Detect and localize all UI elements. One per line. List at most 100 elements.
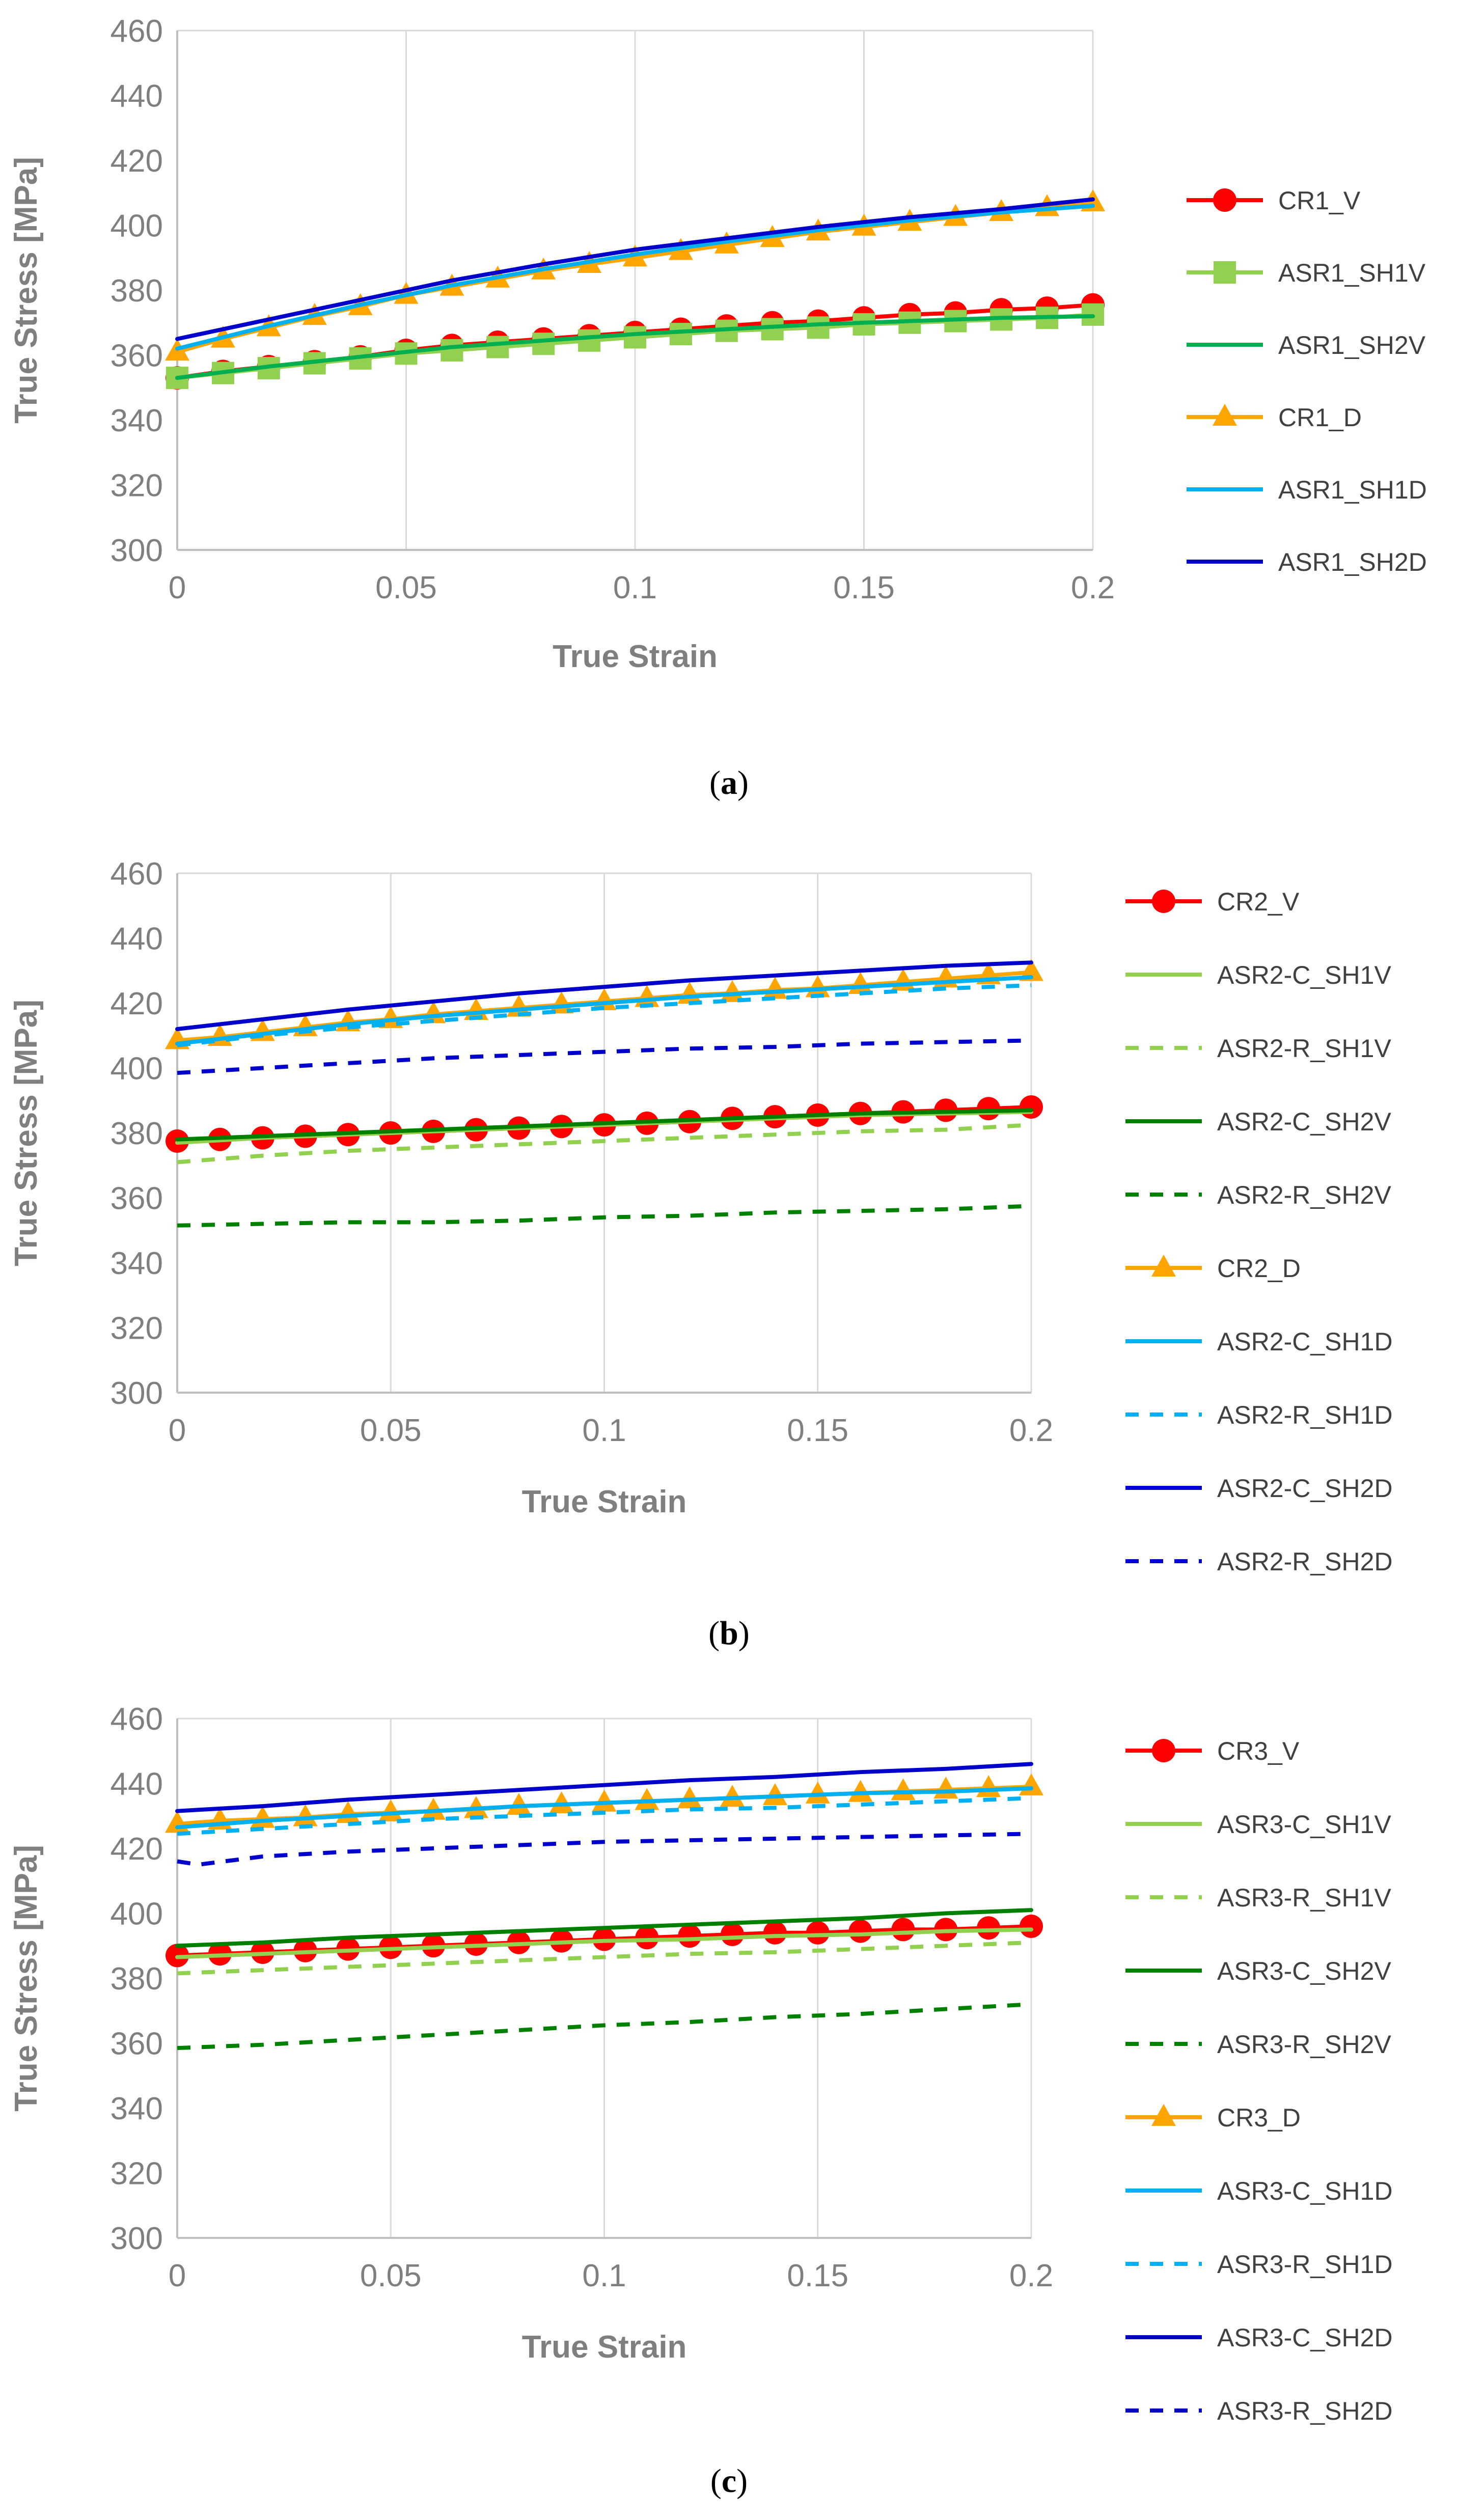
data-point (506, 1793, 531, 1815)
y-tick-label: 380 (111, 1961, 163, 1997)
legend-label: ASR1_SH2D (1278, 548, 1427, 576)
x-tick-label: 0.15 (787, 1413, 848, 1448)
legend-label: ASR1_SH1V (1278, 259, 1426, 287)
legend-label: ASR2-R_SH1V (1217, 1034, 1391, 1063)
data-point (721, 1922, 745, 1946)
legend-label: ASR3-R_SH2V (1217, 2030, 1391, 2059)
x-tick-label: 0 (169, 1413, 186, 1448)
series-ASR2-R_SH1V (177, 1123, 1032, 1165)
data-point (891, 1918, 915, 1942)
data-point (891, 1778, 916, 1801)
series-line (177, 1940, 1032, 1976)
series-line (175, 960, 1033, 1031)
data-point (762, 1783, 787, 1805)
data-point (677, 1786, 702, 1809)
x-tick-label: 0.05 (375, 570, 437, 605)
series-ASR2-C_SH2V (175, 1108, 1033, 1142)
series-line (175, 1908, 1033, 1948)
series-ASR2-R_SH2D (177, 1038, 1032, 1075)
data-point (578, 329, 601, 352)
data-point (977, 1097, 1001, 1121)
series-ASR2-C_SH1D (175, 975, 1033, 1046)
series-line (177, 1796, 1032, 1836)
legend-label: ASR2-R_SH2D (1217, 1547, 1393, 1576)
y-tick-label: 360 (111, 339, 163, 374)
caption-label-c: c (721, 2462, 737, 2500)
x-tick-label: 0.2 (1071, 570, 1115, 605)
legend-label: CR2_D (1217, 1254, 1301, 1283)
legend-label: ASR2-C_SH1D (1217, 1327, 1393, 1356)
legend-label: ASR3-C_SH1V (1217, 1810, 1391, 1839)
data-point (486, 336, 509, 358)
legend: CR3_V ASR3-C_SH1V ASR3-R_SH1V ASR3-C_SH2V AS… (1125, 1737, 1393, 2425)
y-tick-label: 460 (111, 856, 163, 892)
series-line (175, 1108, 1033, 1142)
series-ASR3-C_SH1D (175, 1786, 1033, 1830)
series-line (177, 1204, 1032, 1228)
data-point (532, 333, 555, 355)
legend-marker (1151, 1255, 1176, 1277)
series-ASR3-C_SH2V (175, 1908, 1033, 1948)
y-axis-title: True Stress [MPa] (9, 1000, 44, 1266)
legend-marker (1213, 404, 1237, 426)
caption-label-b: b (720, 1615, 738, 1652)
y-axis-title: True Stress [MPa] (9, 157, 44, 424)
x-tick-label: 0.05 (360, 1413, 422, 1448)
data-point (441, 339, 463, 362)
y-tick-label: 360 (111, 1181, 163, 1216)
y-tick-label: 380 (111, 1116, 163, 1151)
legend-marker (1151, 2104, 1176, 2126)
series-line (175, 314, 1095, 380)
data-point (720, 1785, 745, 1807)
data-point (1019, 1773, 1043, 1795)
y-tick-label: 420 (111, 144, 163, 179)
legend-label: ASR2-C_SH2V (1217, 1107, 1391, 1136)
y-tick-label: 340 (111, 2091, 163, 2126)
data-point (848, 1919, 872, 1943)
series-line (177, 983, 1032, 1047)
data-point (807, 316, 830, 339)
legend-label: ASR3-R_SH1D (1217, 2250, 1393, 2279)
data-point (678, 1924, 702, 1948)
legend-label: ASR2-C_SH2D (1217, 1474, 1393, 1503)
series-ASR2-R_SH1D (177, 983, 1032, 1047)
series-ASR2-C_SH2D (175, 960, 1033, 1031)
legend-marker (1152, 1739, 1175, 1762)
data-point (592, 1789, 617, 1812)
series-line (175, 197, 1095, 341)
data-point (549, 1791, 574, 1813)
legend-label: ASR3-C_SH2D (1217, 2323, 1393, 2352)
legend-label: ASR2-C_SH1V (1217, 961, 1391, 989)
y-tick-label: 420 (111, 1832, 163, 1867)
y-tick-label: 440 (111, 922, 163, 957)
series-line (177, 2002, 1032, 2051)
series-ASR3-C_SH2D (175, 1762, 1033, 1813)
x-tick-label: 0 (169, 570, 186, 605)
caption-label-a: a (721, 764, 737, 801)
series-ASR3-R_SH2V (177, 2002, 1032, 2051)
legend-marker (1214, 261, 1236, 284)
legend: CR2_V ASR2-C_SH1V ASR2-R_SH1V ASR2-C_SH2V AS… (1125, 888, 1393, 1576)
chart-c: 0 0.05 0.1 0.15 0.2 300 320 340 360 380 400 420 440 4… (9, 1702, 1393, 2425)
y-tick-label: 420 (111, 986, 163, 1021)
y-tick-label: 460 (111, 1702, 163, 1737)
series-line (175, 1927, 1033, 1959)
x-tick-label: 0.15 (833, 570, 895, 605)
legend-label: CR3_D (1217, 2103, 1301, 2132)
legend: CR1_V ASR1_SH1V ASR1_SH2V CR1_D ASR1_SH1D ASR… (1187, 186, 1427, 576)
y-tick-label: 400 (111, 209, 163, 244)
y-tick-label: 300 (111, 1376, 163, 1411)
legend-marker (1213, 188, 1236, 212)
data-point (848, 1780, 873, 1802)
data-point (1020, 1095, 1043, 1119)
data-point (806, 1921, 830, 1945)
series-ASR3-R_SH2D (177, 1832, 1032, 1867)
y-tick-label: 340 (111, 1246, 163, 1281)
legend-label: ASR3-R_SH2D (1217, 2397, 1393, 2425)
y-tick-label: 380 (111, 273, 163, 309)
series-line (177, 1038, 1032, 1075)
x-tick-label: 0 (169, 2258, 186, 2293)
gridlines (176, 31, 1094, 550)
y-tick-label: 400 (111, 1897, 163, 1932)
series-line (177, 1832, 1032, 1867)
